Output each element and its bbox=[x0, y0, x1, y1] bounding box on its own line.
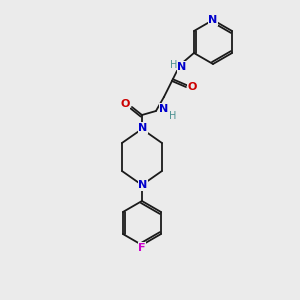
Text: H: H bbox=[169, 111, 177, 121]
Text: N: N bbox=[159, 104, 169, 114]
Text: O: O bbox=[187, 82, 196, 92]
Text: N: N bbox=[208, 15, 217, 25]
Text: H: H bbox=[170, 60, 178, 70]
Text: N: N bbox=[177, 62, 187, 72]
Text: N: N bbox=[138, 123, 148, 133]
Text: F: F bbox=[138, 243, 146, 253]
Text: O: O bbox=[120, 99, 130, 109]
Text: N: N bbox=[138, 180, 148, 190]
